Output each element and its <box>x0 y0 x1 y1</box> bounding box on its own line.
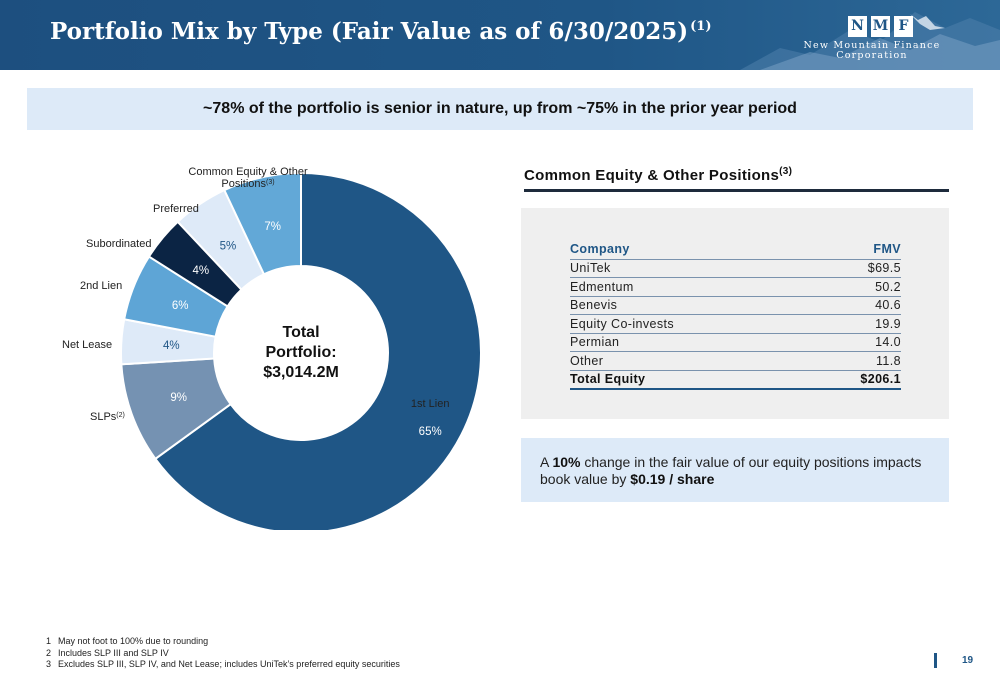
donut-slice-1st-lien <box>153 171 482 530</box>
portfolio-donut-chart: 65% 1st Lien 9% SLPs(2) 4% Net Lease 6% 2nd Lie… <box>62 166 482 530</box>
equity-table-panel: Company FMV UniTek $69.5 Edmentum 50.2 Ben… <box>521 208 949 419</box>
table-row: Permian 14.0 <box>570 333 901 352</box>
footnote: 1 May not foot to 100% due to rounding <box>46 636 209 646</box>
slice-value-label: 4% <box>193 265 210 277</box>
fmv-cell: 14.0 <box>808 333 901 352</box>
table-total-row: Total Equity $206.1 <box>570 370 901 390</box>
slice-category-label: SLPs(2) <box>90 411 125 423</box>
table-row: UniTek $69.5 <box>570 259 901 278</box>
total-fmv-cell: $206.1 <box>808 370 901 390</box>
company-cell: Equity Co-invests <box>570 314 809 334</box>
slice-category-label: Subordinated <box>86 238 151 250</box>
footnote: 2 Includes SLP III and SLP IV <box>46 647 169 658</box>
sensitivity-note: A 10% change in the fair value of our eq… <box>521 438 949 502</box>
fmv-cell: 40.6 <box>808 296 901 315</box>
fmv-cell: 11.8 <box>808 351 901 371</box>
logo-letter: N <box>848 16 867 37</box>
section-divider <box>524 189 949 192</box>
company-logo: N M F New Mountain Finance Corporation <box>804 16 985 61</box>
table-row: Edmentum 50.2 <box>570 277 901 297</box>
table-header-row: Company FMV <box>570 241 901 260</box>
mountain-backdrop <box>740 12 1000 70</box>
slice-category-label: 2nd Lien <box>80 280 122 292</box>
logo-text: New Mountain Finance Corporation <box>803 40 941 61</box>
slice-value-label: 4% <box>163 340 180 352</box>
company-cell: Edmentum <box>570 277 809 297</box>
header-bar: Portfolio Mix by Type (Fair Value as of … <box>0 0 1000 70</box>
slice-category-label: Preferred <box>153 203 199 215</box>
fmv-cell: 50.2 <box>808 277 901 297</box>
column-header-fmv: FMV <box>808 241 901 260</box>
slice-value-label: 9% <box>170 392 187 404</box>
fmv-cell: 19.9 <box>808 314 901 334</box>
donut-slice-common-equity-other-positions <box>223 171 302 276</box>
column-header-company: Company <box>570 241 809 260</box>
slice-value-label: 6% <box>172 300 189 312</box>
slice-category-label: Common Equity & Other Positions(3) <box>188 166 308 190</box>
donut-center-label: Total <box>282 324 319 341</box>
company-cell: Permian <box>570 333 809 352</box>
donut-center-label: $3,014.2M <box>263 364 339 381</box>
equity-section-title: Common Equity & Other Positions(3) <box>524 166 793 184</box>
logo-letter: M <box>871 16 890 37</box>
slice-category-label: 1st Lien <box>411 398 450 410</box>
logo-letter: F <box>894 16 913 37</box>
page-title: Portfolio Mix by Type (Fair Value as of … <box>50 18 712 45</box>
fmv-cell: $69.5 <box>808 259 901 278</box>
equity-table: Company FMV UniTek $69.5 Edmentum 50.2 Ben… <box>570 241 901 390</box>
page-number: 19 <box>962 655 974 666</box>
company-cell: UniTek <box>570 259 809 278</box>
slice-value-label: 5% <box>220 240 237 252</box>
slice-category-label: Net Lease <box>62 339 112 351</box>
slice-value-label: 65% <box>419 426 442 438</box>
summary-banner: ~78% of the portfolio is senior in natur… <box>27 88 973 130</box>
footnote: 3 Excludes SLP III, SLP IV, and Net Lease… <box>46 659 400 669</box>
total-label-cell: Total Equity <box>570 370 809 390</box>
table-row: Benevis 40.6 <box>570 296 901 315</box>
page-number-bar <box>934 653 937 668</box>
company-cell: Benevis <box>570 296 809 315</box>
company-cell: Other <box>570 351 809 371</box>
table-row: Equity Co-invests 19.9 <box>570 314 901 334</box>
table-row: Other 11.8 <box>570 351 901 371</box>
summary-banner-text: ~78% of the portfolio is senior in natur… <box>203 100 797 117</box>
donut-center-label: Portfolio: <box>265 344 336 361</box>
slice-value-label: 7% <box>264 221 281 233</box>
sensitivity-note-text: A 10% change in the fair value of our eq… <box>540 454 922 487</box>
